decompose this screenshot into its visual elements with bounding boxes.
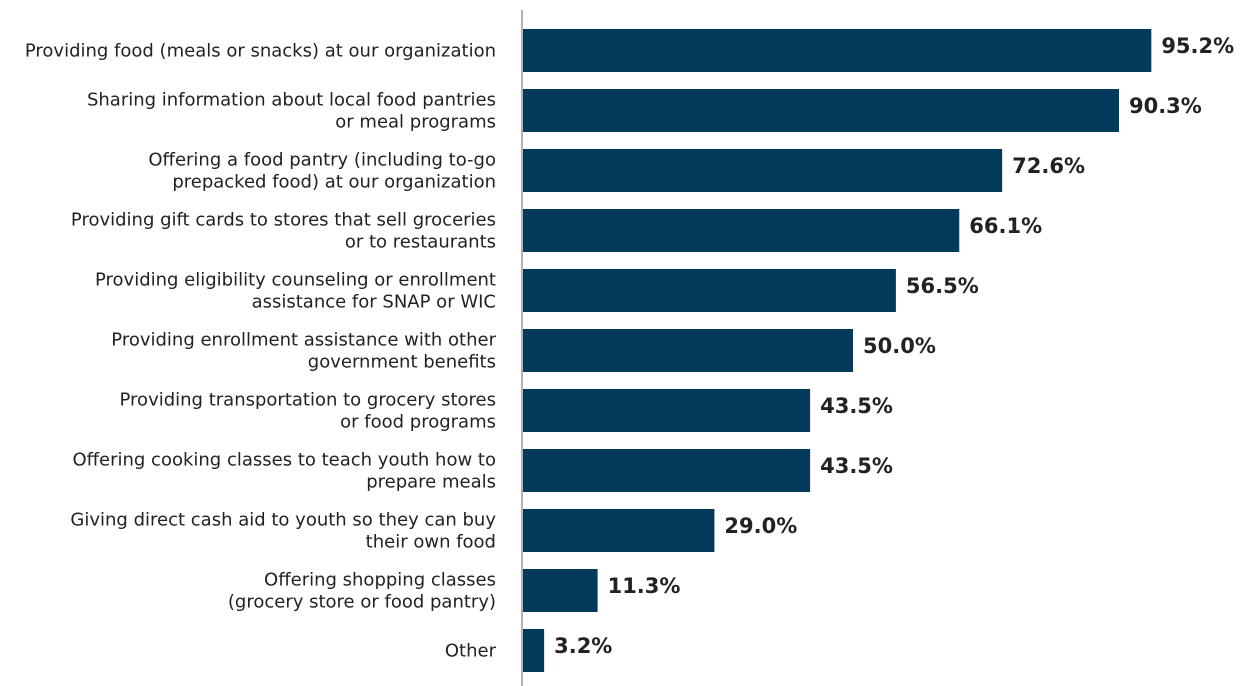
category-label-6-line-1: Providing enrollment assistance with oth… [111,330,496,351]
category-label-10-line-2: (grocery store or food pantry) [228,592,496,613]
value-label-3: 72.6% [1012,154,1085,178]
bar-2 [523,89,1119,132]
category-label-4-line-2: or to restaurants [345,232,496,253]
category-label-3-line-1: Offering a food pantry (including to-go [148,150,496,171]
value-label-4: 66.1% [969,214,1042,238]
category-label-1-line-1: Providing food (meals or snacks) at our … [25,41,496,62]
category-label-8-line-2: prepare meals [366,472,496,493]
bar-5 [523,269,896,312]
bar-9 [523,509,715,552]
category-label-6-line-2: government benefits [308,352,496,373]
value-label-group: 95.2% 90.3% 72.6% 66.1% 56.5% 50.0% 43.5% 43.5%… [554,34,1234,658]
category-label-4-line-1: Providing gift cards to stores that sell… [71,210,496,231]
value-label-2: 90.3% [1129,94,1202,118]
bar-7 [523,389,811,432]
category-label-2-line-1: Sharing information about local food pan… [87,90,496,111]
category-label-8-line-1: Offering cooking classes to teach youth … [72,450,496,471]
category-label-5-line-1: Providing eligibility counseling or enro… [95,270,496,291]
value-label-9: 29.0% [724,514,797,538]
category-label-7-line-1: Providing transportation to grocery stor… [120,390,496,411]
bar-3 [523,149,1003,192]
bar-10 [523,569,598,612]
value-label-10: 11.3% [608,574,681,598]
category-label-group: Providing food (meals or snacks) at our … [25,41,497,662]
value-label-5: 56.5% [906,274,979,298]
bar-8 [523,449,811,492]
category-label-5-line-2: assistance for SNAP or WIC [252,292,496,313]
bar-1 [523,29,1152,72]
value-label-7: 43.5% [820,394,893,418]
category-label-2-line-2: or meal programs [335,112,496,133]
bar-6 [523,329,853,372]
value-label-8: 43.5% [820,454,893,478]
bar-4 [523,209,960,252]
value-label-6: 50.0% [863,334,936,358]
bar-group [523,29,1152,672]
value-label-1: 95.2% [1161,34,1234,58]
category-label-9-line-2: their own food [366,532,496,553]
value-label-11: 3.2% [554,634,612,658]
category-label-9-line-1: Giving direct cash aid to youth so they … [70,510,496,531]
category-label-11-line-1: Other [445,641,497,662]
category-label-7-line-2: or food programs [340,412,496,433]
category-label-10-line-1: Offering shopping classes [264,570,496,591]
bar-11 [523,629,545,672]
category-label-3-line-2: prepacked food) at our organization [172,172,496,193]
